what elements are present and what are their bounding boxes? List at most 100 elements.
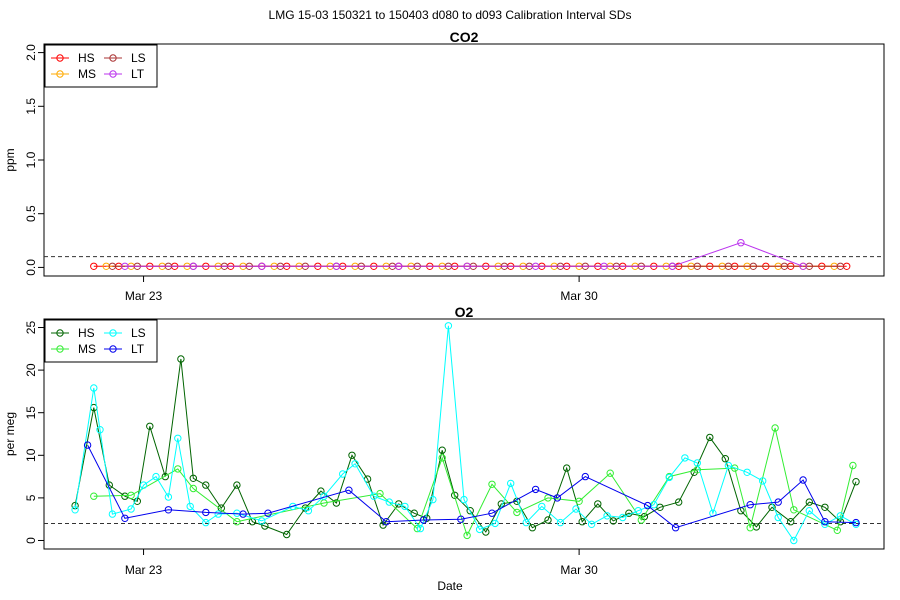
data-point-hs — [217, 504, 226, 512]
data-point-ls — [749, 262, 757, 270]
legend-label-ls: LS — [131, 51, 146, 65]
data-point-lt — [488, 509, 496, 517]
data-point-hs — [563, 464, 571, 472]
data-point-ls — [475, 525, 484, 534]
data-point-ls — [339, 470, 347, 478]
data-point-hs — [177, 355, 185, 363]
data-point-ls — [805, 507, 813, 515]
legend-label-hs: HS — [78, 51, 95, 65]
data-point-ls — [724, 262, 733, 270]
data-point-lt — [202, 508, 210, 517]
data-point-hs — [675, 498, 683, 506]
data-point-hs — [202, 481, 210, 489]
series-line-lt — [124, 242, 804, 267]
data-point-lt — [643, 501, 652, 510]
legend-marker-ls — [109, 329, 117, 337]
data-point-ls — [603, 512, 611, 520]
data-point-lt — [121, 262, 129, 270]
data-point-lt — [737, 239, 745, 247]
data-point-lt — [799, 262, 807, 270]
data-point-hs — [146, 422, 154, 430]
y-tick-label: 15 — [24, 406, 38, 420]
data-point-ls — [429, 495, 437, 504]
data-point-lt — [852, 518, 860, 527]
data-point-hs — [609, 517, 617, 525]
data-point-ms — [488, 480, 496, 488]
y-axis-label: ppm — [3, 148, 17, 171]
data-point-ls — [370, 492, 378, 500]
legend-marker-ms — [56, 345, 64, 353]
legend-label-ls: LS — [131, 326, 146, 340]
data-point-lt — [189, 262, 198, 270]
data-point-lt — [258, 262, 266, 270]
data-point-lt — [164, 506, 173, 514]
data-point-lt — [463, 262, 471, 270]
data-point-ls — [724, 461, 733, 470]
data-point-ls — [538, 502, 546, 511]
plot-frame — [43, 43, 885, 277]
data-point-hs — [805, 498, 813, 506]
data-point-hs — [578, 518, 586, 526]
data-point-hs — [451, 491, 459, 499]
data-point-ls — [416, 524, 425, 533]
data-point-ls — [127, 505, 135, 513]
data-point-ls — [774, 513, 782, 522]
data-point-ms — [233, 518, 241, 526]
legend-label-lt: LT — [131, 67, 145, 81]
data-point-ls — [759, 477, 767, 485]
data-point-ls — [693, 262, 701, 270]
data-point-ls — [258, 517, 266, 525]
data-point-hs — [189, 474, 198, 482]
series-line-ms — [93, 427, 854, 537]
data-point-hs — [161, 472, 170, 481]
data-point-ls — [587, 520, 596, 528]
data-point-hs — [348, 451, 356, 459]
y-tick-label: 5 — [24, 494, 38, 501]
data-point-ls — [790, 536, 798, 545]
data-point-ms — [637, 516, 645, 524]
figure-title: LMG 15-03 150321 to 150403 d080 to d093 … — [269, 8, 632, 22]
x-tick-label: Mar 30 — [560, 289, 598, 303]
x-tick-label: Mar 23 — [125, 563, 163, 577]
panel-title: CO2 — [450, 29, 479, 45]
data-point-lt — [239, 510, 247, 518]
data-point-lt — [746, 501, 754, 509]
data-point-ls — [385, 498, 393, 506]
y-tick-label: 1.5 — [24, 98, 38, 115]
legend-marker-hs — [56, 329, 64, 337]
data-point-ms — [189, 484, 198, 493]
data-point-ls — [836, 262, 845, 270]
data-point-ms — [833, 526, 841, 534]
data-point-hs — [90, 262, 98, 270]
plot-frame — [43, 318, 885, 550]
data-point-lt — [332, 262, 341, 270]
data-point-ls — [491, 519, 499, 528]
data-point-ls — [351, 460, 359, 468]
data-point-lt — [531, 262, 540, 270]
data-point-ms — [790, 506, 798, 514]
y-tick-label: 0.5 — [24, 205, 38, 222]
legend-label-ms: MS — [78, 342, 96, 356]
data-point-ls — [96, 426, 104, 434]
data-point-lt — [264, 509, 272, 517]
data-point-lt — [671, 524, 680, 532]
co2-panel: CO2 0.0 0.5 1.0 1.5 2.0 ppm Mar 23 Mar 30 HS LS MS L… — [3, 29, 885, 303]
data-point-ms — [376, 489, 384, 498]
data-point-ls — [743, 468, 751, 476]
series-line-ls — [74, 325, 857, 542]
data-point-ls — [108, 510, 117, 518]
data-point-lt — [553, 494, 561, 502]
legend-label-ms: MS — [78, 67, 96, 81]
data-point-lt — [345, 486, 353, 494]
data-point-ls — [460, 495, 468, 504]
panel-title: O2 — [455, 304, 474, 320]
y-tick-label: 2.0 — [24, 44, 38, 61]
data-point-ls — [202, 518, 210, 527]
data-point-hs — [410, 509, 418, 517]
data-point-hs — [482, 528, 490, 536]
legend-box — [44, 44, 158, 88]
data-point-hs — [706, 433, 714, 442]
data-point-hs — [821, 503, 829, 511]
data-point-ls — [164, 493, 173, 501]
